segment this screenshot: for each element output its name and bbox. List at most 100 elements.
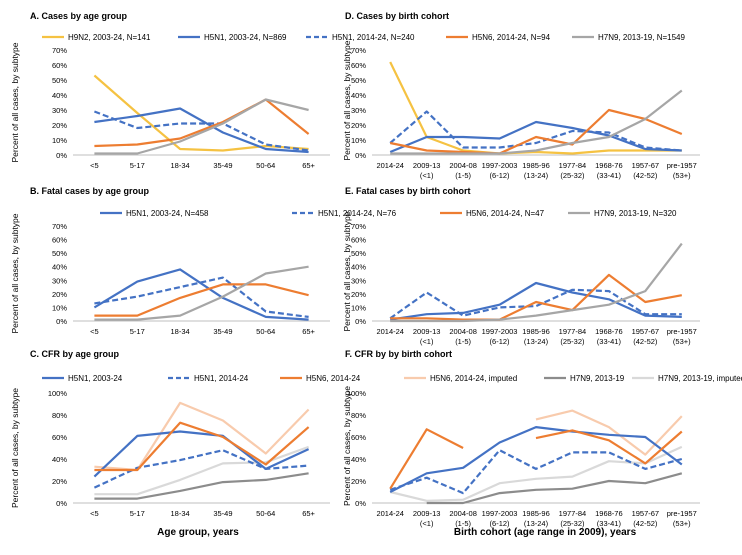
y-axis-label-a: Percent of all cases, by subtype (10, 42, 20, 162)
x-tick-label: 1968-76 (33-41) (595, 509, 623, 528)
x-tick-label: 1957-67 (42-52) (632, 509, 660, 528)
y-tick-label: 60% (52, 61, 67, 70)
series-line (94, 107, 309, 154)
x-tick-label: 2004-08 (1-5) (449, 161, 477, 180)
legend-entry: H5N6, 2014-24, N=94 (446, 33, 551, 42)
panel-f: F. CFR by by birth cohort 0% 20% 40% 60% 80% 1… (345, 349, 700, 528)
y-tick-label: 70% (351, 46, 366, 55)
y-tick-label: 80% (52, 411, 67, 420)
legend-entry: H7N9, 2013-19 (544, 374, 625, 383)
x-tick-label: 18-34 (170, 161, 189, 170)
x-tick-label: 2004-08 (1-5) (449, 509, 477, 528)
right-x-axis-label: Birth cohort (age range in 2009), years (454, 527, 637, 538)
panels-layer: Percent of all cases, by subtype Percent … (10, 11, 742, 528)
y-tick-label: 50% (52, 249, 67, 258)
series-line (94, 283, 309, 317)
legend-label: H7N9, 2013-19, N=1549 (598, 33, 686, 42)
y-tick-label: 60% (351, 61, 366, 70)
series-line (94, 265, 309, 321)
panel-c: C. CFR by age group 0% 20% 40% 60% 80% 100% <5 5… (30, 349, 330, 518)
panel-title: B. Fatal cases by age group (30, 186, 150, 196)
x-tick-label: 2004-08 (1-5) (449, 327, 477, 346)
panel-title: F. CFR by by birth cohort (345, 349, 452, 359)
x-tick-label: 1985-96 (13-24) (522, 161, 550, 180)
x-tick-label: 1985-96 (13-24) (522, 327, 550, 346)
series-line (535, 409, 683, 456)
left-x-axis-label: Age group, years (157, 527, 239, 538)
y-axis-label-b: Percent of all cases, by subtype (10, 213, 20, 333)
panel-b: B. Fatal cases by age group 0% 10% 20% 30% 40… (30, 186, 330, 336)
series-line (389, 110, 682, 152)
y-axis-label-e: Percent of all cases, by subtype (342, 211, 352, 331)
legend-entry: H5N6, 2014-24, imputed (404, 374, 517, 383)
y-tick-label: 10% (52, 303, 67, 312)
legend-entry: H5N6, 2014-24 (280, 374, 361, 383)
x-tick-label: <5 (90, 327, 99, 336)
x-tick-label: <5 (90, 161, 99, 170)
y-tick-label: 10% (52, 136, 67, 145)
y-tick-label: 0% (355, 317, 366, 326)
series-line (389, 449, 683, 495)
x-tick-label: 2014-24 (376, 327, 404, 336)
x-tick-label: 18-34 (170, 509, 189, 518)
series-line (426, 472, 683, 505)
x-tick-label: 65+ (302, 327, 315, 336)
x-tick-label: 35-49 (213, 161, 232, 170)
y-tick-label: 40% (52, 91, 67, 100)
legend-label: H5N1, 2003-24, N=869 (204, 33, 287, 42)
x-tick-label: 1957-67 (42-52) (632, 161, 660, 180)
panel-title: A. Cases by age group (30, 11, 128, 21)
x-tick-label: 5-17 (130, 327, 145, 336)
x-tick-label: 1977-84 (25-32) (559, 509, 587, 528)
series-line (389, 288, 682, 320)
legend-entry: H5N1, 2014-24, N=76 (292, 209, 397, 218)
series-line (94, 421, 310, 472)
x-tick-label: 65+ (302, 509, 315, 518)
series-line (93, 268, 309, 321)
y-tick-label: 20% (351, 121, 366, 130)
y-tick-label: 70% (52, 222, 67, 231)
legend-entry: H5N6, 2014-24, N=47 (440, 209, 545, 218)
series-line (389, 61, 682, 155)
y-tick-label: 30% (52, 276, 67, 285)
legend-label: H5N6, 2014-24, N=47 (466, 209, 545, 218)
x-tick-label: 1977-84 (25-32) (559, 327, 587, 346)
series-line (93, 74, 309, 152)
x-tick-label: 50-64 (256, 327, 275, 336)
y-tick-label: 10% (351, 303, 366, 312)
series-line (389, 108, 683, 155)
y-tick-label: 20% (351, 477, 366, 486)
y-tick-label: 100% (48, 389, 68, 398)
y-tick-label: 20% (52, 290, 67, 299)
series-line (389, 428, 683, 490)
x-tick-label: 2014-24 (376, 509, 404, 518)
series-line (93, 430, 310, 478)
x-tick-label: 18-34 (170, 327, 189, 336)
x-tick-label: 1968-76 (33-41) (595, 327, 623, 346)
x-tick-label: 1977-84 (25-32) (559, 161, 587, 180)
legend-label: H7N9, 2013-19 (570, 374, 625, 383)
y-tick-label: 80% (351, 411, 366, 420)
x-tick-label: pre-1957 (53+) (667, 509, 697, 528)
panel-title: D. Cases by birth cohort (345, 11, 449, 21)
y-tick-label: 40% (52, 455, 67, 464)
y-tick-label: 40% (52, 263, 67, 272)
legend-entry: H7N9, 2013-19, N=320 (568, 209, 677, 218)
x-tick-label: 5-17 (130, 161, 145, 170)
x-tick-label: 50-64 (256, 509, 275, 518)
x-tick-label: 1968-76 (33-41) (595, 161, 623, 180)
x-tick-label: 2009-13 (<1) (413, 327, 441, 346)
y-tick-label: 0% (355, 499, 366, 508)
y-axis-label-d: Percent of all cases, by subtype (342, 40, 352, 160)
legend-label: H5N6, 2014-24 (306, 374, 361, 383)
series-line (390, 242, 683, 323)
x-tick-label: 1997-2003 (6-12) (482, 327, 518, 346)
y-tick-label: 40% (351, 91, 366, 100)
y-tick-label: 70% (52, 46, 67, 55)
series-line (94, 472, 309, 500)
y-tick-label: 70% (351, 222, 366, 231)
legend-label: H5N1, 2014-24, N=240 (332, 33, 415, 42)
panel-d: D. Cases by birth cohort 0% 10% 20% 30% 40% 50… (345, 11, 700, 180)
y-tick-label: 0% (56, 317, 67, 326)
